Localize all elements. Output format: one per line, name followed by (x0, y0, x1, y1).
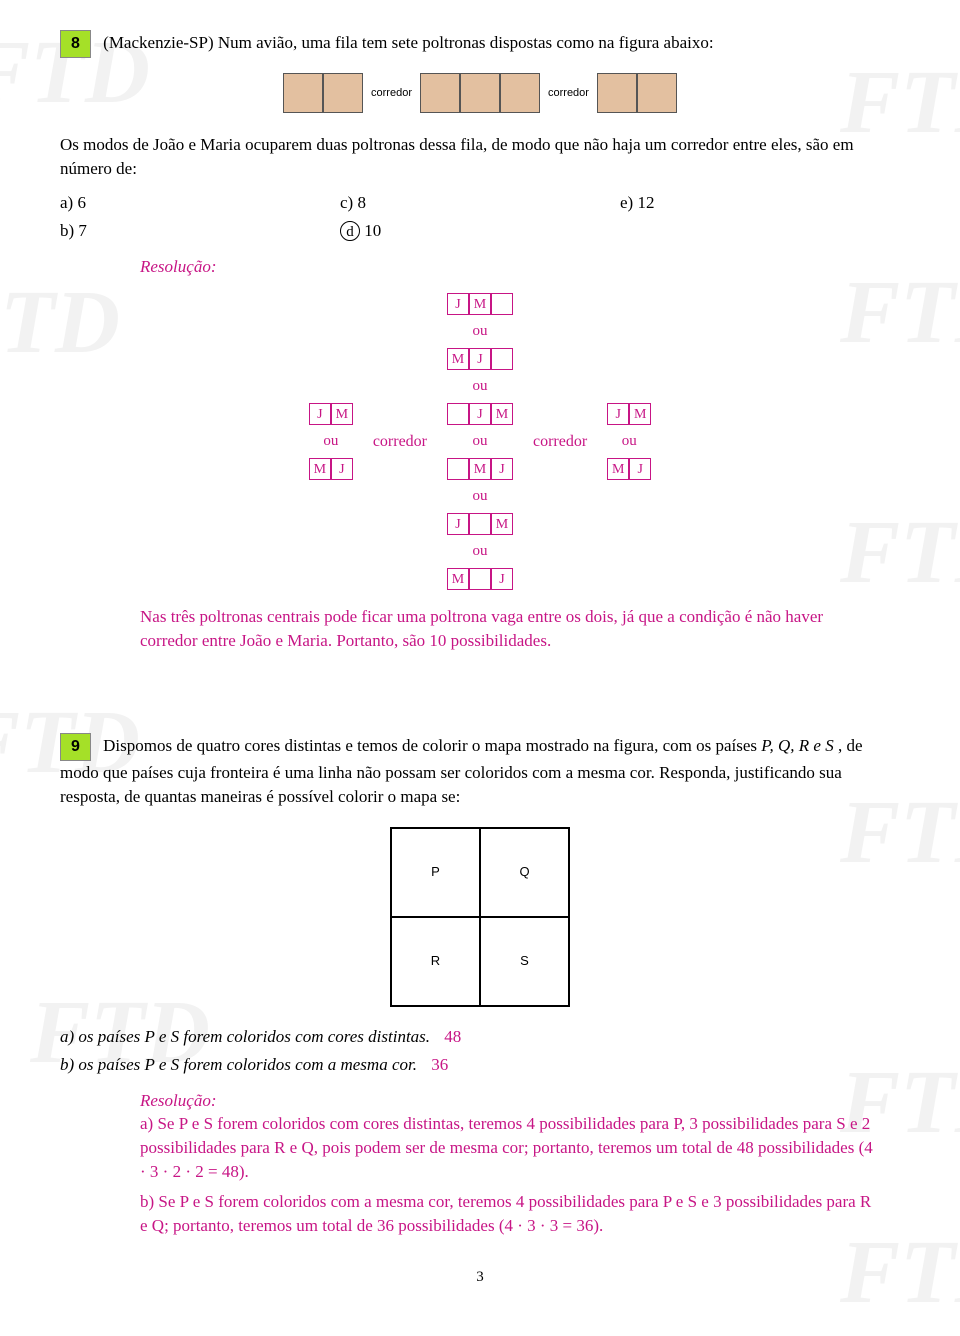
box-m: M (607, 458, 629, 480)
box-empty (491, 293, 513, 315)
aisle-label: corredor (540, 86, 597, 101)
arrangement-diagram: J M ou M J corredor J M ou M (60, 293, 900, 590)
box-j: J (469, 403, 491, 425)
question-followup: Os modos de João e Maria ocuparem duas p… (60, 133, 900, 181)
seat (597, 73, 637, 113)
answer-a: a) os países P e S forem coloridos com c… (60, 1027, 430, 1046)
ou-label: ou (473, 321, 488, 342)
box-m: M (629, 403, 651, 425)
question-number: 8 (60, 30, 91, 58)
box-m: M (491, 513, 513, 535)
map-diagram: P Q R S (390, 827, 570, 1007)
box-empty (469, 568, 491, 590)
map-cell-r: R (391, 917, 480, 1006)
box-m: M (331, 403, 353, 425)
option-d: d 10 (340, 219, 620, 243)
question-vars: P, Q, R e S (761, 736, 833, 755)
option-c: c) 8 (340, 191, 620, 215)
question-source: (Mackenzie-SP) (103, 33, 213, 52)
box-empty (447, 458, 469, 480)
resolution-label: Resolução: (140, 255, 900, 279)
box-j: J (607, 403, 629, 425)
box-j: J (629, 458, 651, 480)
seat (637, 73, 677, 113)
question-9: 9 Dispomos de quatro cores distintas e t… (60, 733, 900, 1237)
seat (323, 73, 363, 113)
box-j: J (447, 293, 469, 315)
option-b: b) 7 (60, 219, 340, 243)
aisle-label: corredor (363, 86, 420, 101)
resolution-body: a) Se P e S forem coloridos com cores di… (140, 1112, 880, 1237)
map-cell-q: Q (480, 828, 569, 917)
seat (420, 73, 460, 113)
box-m: M (309, 458, 331, 480)
box-m: M (469, 293, 491, 315)
box-m: M (491, 403, 513, 425)
seat (283, 73, 323, 113)
corredor-label: corredor (525, 431, 595, 453)
question-8: 8 (Mackenzie-SP) Num avião, uma fila tem… (60, 30, 900, 653)
seat (460, 73, 500, 113)
option-d-value: 10 (360, 221, 381, 240)
question-text: Num avião, uma fila tem sete poltronas d… (218, 33, 714, 52)
box-empty (491, 348, 513, 370)
ou-label: ou (473, 541, 488, 562)
answer-a-value: 48 (444, 1027, 461, 1046)
answer-b: b) os países P e S forem coloridos com a… (60, 1055, 417, 1074)
ou-label: ou (323, 431, 338, 452)
circled-answer: d (340, 221, 360, 241)
box-j: J (469, 348, 491, 370)
answers: a) os países P e S forem coloridos com c… (60, 1025, 900, 1077)
map-cell-s: S (480, 917, 569, 1006)
box-j: J (331, 458, 353, 480)
box-j: J (309, 403, 331, 425)
corredor-label: corredor (365, 431, 435, 453)
resolution-a: a) Se P e S forem coloridos com cores di… (140, 1112, 880, 1183)
option-e: e) 12 (620, 191, 900, 215)
options: a) 6 b) 7 c) 8 d 10 e) 12 (60, 191, 900, 247)
answer-b-value: 36 (431, 1055, 448, 1074)
question-text-part1: Dispomos de quatro cores distintas e tem… (103, 736, 761, 755)
map-cell-p: P (391, 828, 480, 917)
box-j: J (447, 513, 469, 535)
ou-label: ou (473, 431, 488, 452)
box-j: J (491, 568, 513, 590)
resolution-label: Resolução: (140, 1089, 900, 1113)
resolution-b: b) Se P e S forem coloridos com a mesma … (140, 1190, 880, 1238)
box-m: M (447, 568, 469, 590)
box-m: M (469, 458, 491, 480)
box-empty (469, 513, 491, 535)
ou-label: ou (622, 431, 637, 452)
question-number: 9 (60, 733, 91, 761)
option-a: a) 6 (60, 191, 340, 215)
explanation: Nas três poltronas centrais pode ficar u… (140, 605, 880, 653)
ou-label: ou (473, 376, 488, 397)
box-j: J (491, 458, 513, 480)
seat-diagram: corredor corredor (60, 73, 900, 113)
seat (500, 73, 540, 113)
box-empty (447, 403, 469, 425)
box-m: M (447, 348, 469, 370)
ou-label: ou (473, 486, 488, 507)
page-number: 3 (60, 1267, 900, 1288)
